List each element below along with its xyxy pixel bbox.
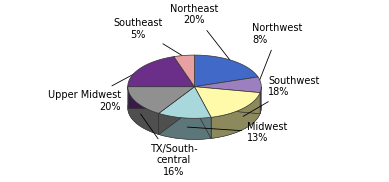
Polygon shape bbox=[159, 113, 211, 139]
Polygon shape bbox=[128, 87, 194, 108]
Text: TX/South-
central
16%: TX/South- central 16% bbox=[140, 114, 197, 177]
Text: Northwest
8%: Northwest 8% bbox=[252, 23, 303, 82]
Polygon shape bbox=[174, 55, 194, 87]
Text: Midwest
13%: Midwest 13% bbox=[187, 122, 287, 143]
Text: Northeast
20%: Northeast 20% bbox=[170, 4, 230, 60]
Polygon shape bbox=[211, 93, 260, 138]
Polygon shape bbox=[194, 87, 260, 114]
Text: Southeast
5%: Southeast 5% bbox=[114, 18, 182, 56]
Polygon shape bbox=[194, 87, 260, 114]
Polygon shape bbox=[159, 87, 194, 134]
Polygon shape bbox=[194, 87, 211, 138]
Polygon shape bbox=[194, 55, 258, 87]
Polygon shape bbox=[128, 57, 194, 87]
Polygon shape bbox=[128, 87, 194, 113]
Polygon shape bbox=[128, 87, 159, 134]
Polygon shape bbox=[128, 87, 194, 108]
Polygon shape bbox=[194, 87, 260, 117]
Polygon shape bbox=[159, 87, 211, 118]
Polygon shape bbox=[194, 87, 211, 138]
Polygon shape bbox=[159, 87, 194, 134]
Polygon shape bbox=[194, 77, 261, 93]
Text: Southwest
18%: Southwest 18% bbox=[243, 76, 320, 116]
Polygon shape bbox=[260, 87, 261, 114]
Text: Upper Midwest
20%: Upper Midwest 20% bbox=[47, 70, 141, 112]
